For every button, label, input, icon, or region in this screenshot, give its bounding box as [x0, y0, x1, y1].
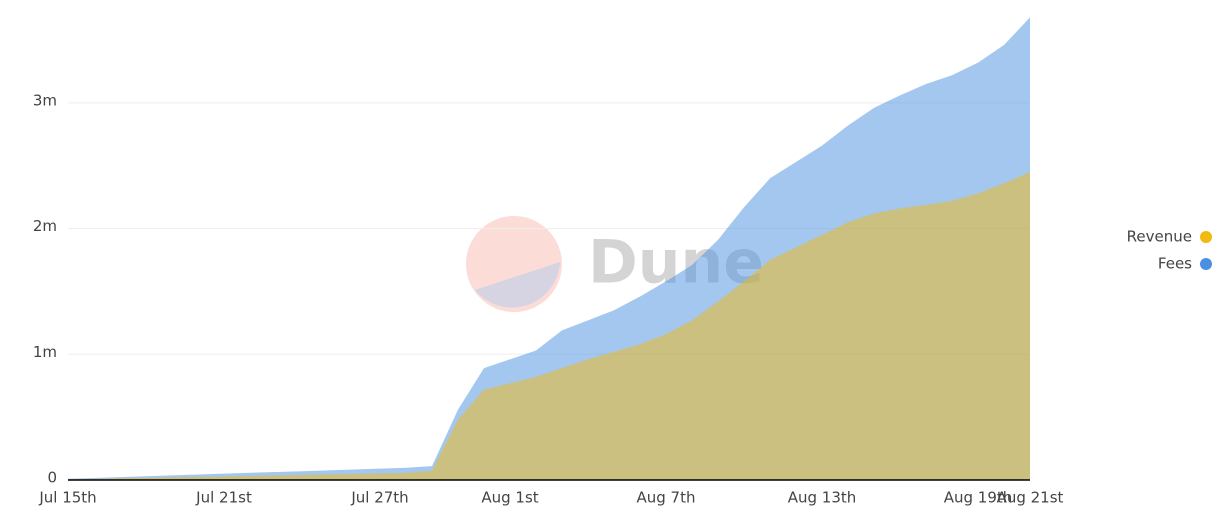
watermark-logo	[466, 216, 562, 312]
legend-dot	[1200, 231, 1212, 243]
y-tick-label: 3m	[33, 91, 57, 109]
area	[68, 172, 1030, 480]
legend-label[interactable]: Revenue	[1127, 228, 1192, 246]
y-tick-label: 2m	[33, 217, 57, 235]
x-tick-label: Aug 13th	[788, 489, 857, 507]
x-tick-label: Aug 19th	[944, 489, 1013, 507]
x-tick-label: Aug 21st	[997, 489, 1064, 507]
y-tick-label: 1m	[33, 343, 57, 361]
x-tick-label: Aug 1st	[481, 489, 538, 507]
y-tick-label: 0	[47, 469, 57, 487]
x-tick-label: Aug 7th	[637, 489, 696, 507]
x-tick-label: Jul 27th	[350, 489, 408, 507]
legend-dot	[1200, 258, 1212, 270]
x-tick-label: Jul 21st	[195, 489, 252, 507]
x-tick-label: Jul 15th	[38, 489, 96, 507]
legend-label[interactable]: Fees	[1158, 255, 1192, 273]
